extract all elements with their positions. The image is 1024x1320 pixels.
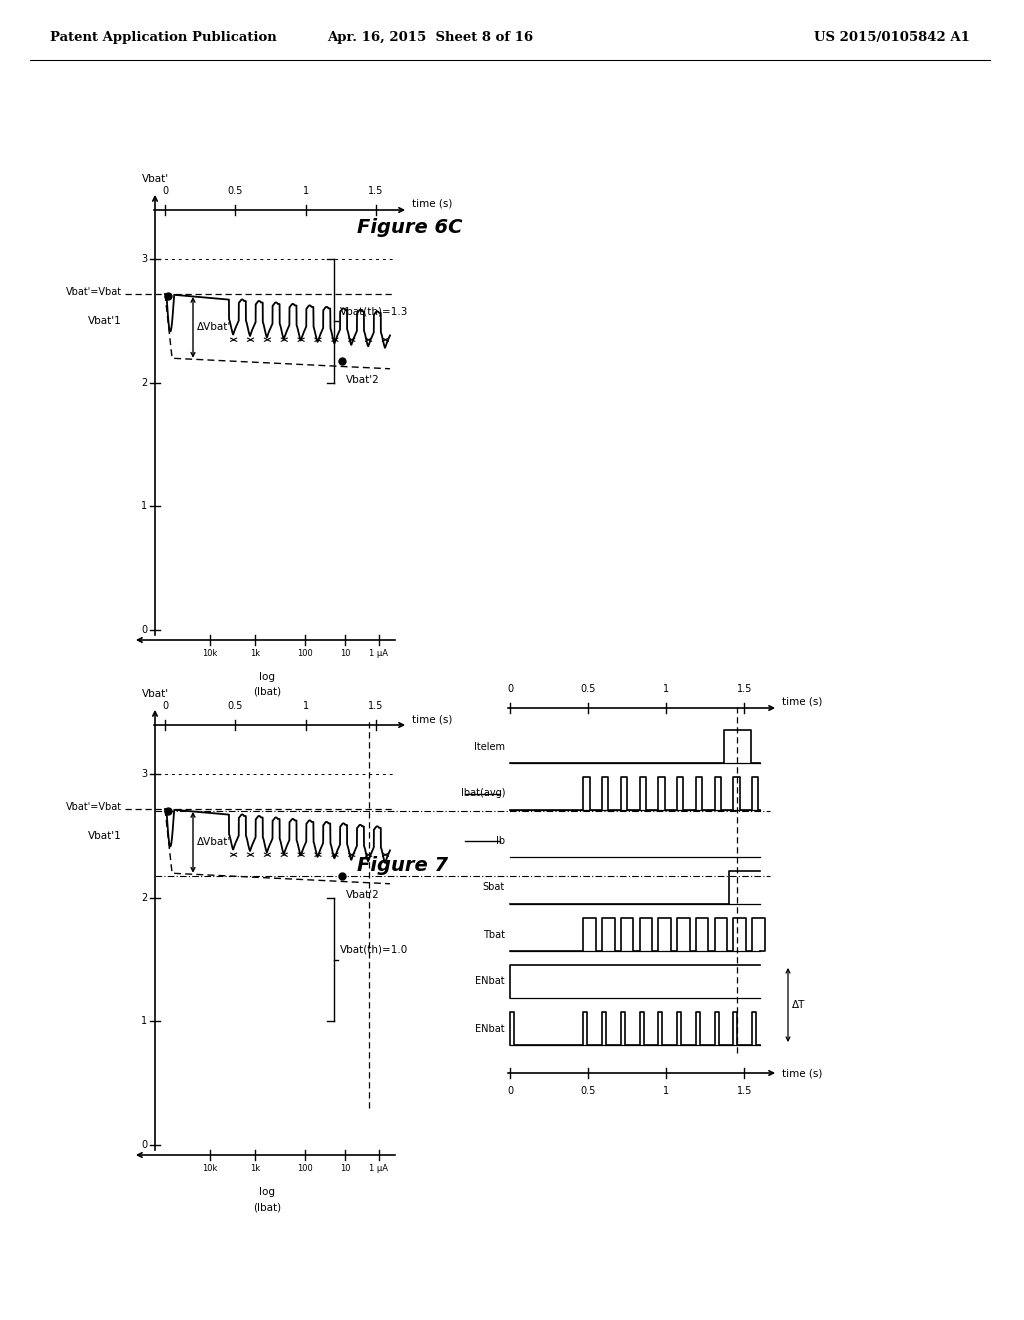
Text: Vbat(th)=1.0: Vbat(th)=1.0 (340, 945, 409, 954)
Text: 1: 1 (664, 1086, 670, 1096)
Text: Sbat: Sbat (482, 883, 505, 892)
Text: 10: 10 (340, 1164, 350, 1173)
Text: log: log (259, 1187, 275, 1197)
Text: 1.5: 1.5 (736, 1086, 752, 1096)
Text: 1k: 1k (250, 1164, 260, 1173)
Text: 1.5: 1.5 (369, 701, 384, 711)
Text: 10k: 10k (203, 1164, 218, 1173)
Text: time (s): time (s) (412, 199, 453, 209)
Text: Vbat'1: Vbat'1 (88, 317, 122, 326)
Text: Figure 7: Figure 7 (357, 857, 449, 875)
Text: 100: 100 (297, 649, 312, 657)
Text: 0: 0 (507, 1086, 513, 1096)
Text: 1k: 1k (250, 649, 260, 657)
Text: Vbat'2: Vbat'2 (346, 890, 380, 900)
Text: Tbat: Tbat (483, 929, 505, 940)
Text: 0: 0 (162, 186, 168, 195)
Text: 0.5: 0.5 (581, 1086, 596, 1096)
Text: US 2015/0105842 A1: US 2015/0105842 A1 (814, 30, 970, 44)
Text: 1: 1 (141, 1016, 147, 1027)
Text: time (s): time (s) (782, 697, 822, 708)
Text: log: log (259, 672, 275, 682)
Text: Ib: Ib (496, 836, 505, 846)
Text: 1 μA: 1 μA (370, 1164, 388, 1173)
Text: Itelem: Itelem (474, 742, 505, 751)
Text: 0: 0 (141, 1140, 147, 1150)
Text: 0: 0 (162, 701, 168, 711)
Text: 1.5: 1.5 (369, 186, 384, 195)
Text: Vbat': Vbat' (141, 174, 169, 183)
Text: (Ibat): (Ibat) (253, 1203, 282, 1212)
Text: 1: 1 (302, 186, 308, 195)
Text: 0: 0 (507, 684, 513, 694)
Text: 1.5: 1.5 (736, 684, 752, 694)
Text: 2: 2 (140, 892, 147, 903)
Text: 1: 1 (302, 701, 308, 711)
Text: 0.5: 0.5 (227, 701, 243, 711)
Text: Figure 6C: Figure 6C (357, 218, 463, 236)
Text: ΔT: ΔT (792, 1001, 805, 1010)
Text: 0: 0 (141, 624, 147, 635)
Text: Vbat(th)=1.3: Vbat(th)=1.3 (340, 306, 409, 317)
Text: 1 μA: 1 μA (370, 649, 388, 657)
Text: Patent Application Publication: Patent Application Publication (50, 30, 276, 44)
Text: 2: 2 (140, 378, 147, 388)
Text: ENbat: ENbat (475, 977, 505, 986)
Text: 3: 3 (141, 255, 147, 264)
Text: 100: 100 (297, 1164, 312, 1173)
Text: Vbat'2: Vbat'2 (346, 375, 380, 384)
Text: time (s): time (s) (412, 714, 453, 723)
Text: ΔVbat': ΔVbat' (197, 837, 231, 847)
Text: 1: 1 (664, 684, 670, 694)
Text: (Ibat): (Ibat) (253, 686, 282, 697)
Text: ENbat: ENbat (475, 1023, 505, 1034)
Text: ΔVbat': ΔVbat' (197, 322, 231, 333)
Text: 0.5: 0.5 (581, 684, 596, 694)
Text: 1: 1 (141, 502, 147, 511)
Text: 0.5: 0.5 (227, 186, 243, 195)
Text: Vbat'=Vbat: Vbat'=Vbat (66, 803, 122, 812)
Text: Apr. 16, 2015  Sheet 8 of 16: Apr. 16, 2015 Sheet 8 of 16 (327, 30, 534, 44)
Text: Vbat': Vbat' (141, 689, 169, 700)
Text: Vbat'1: Vbat'1 (88, 832, 122, 841)
Text: Ibat(avg): Ibat(avg) (461, 788, 505, 799)
Text: 10k: 10k (203, 649, 218, 657)
Text: 3: 3 (141, 770, 147, 779)
Text: time (s): time (s) (782, 1068, 822, 1078)
Text: 10: 10 (340, 649, 350, 657)
Text: Vbat'=Vbat: Vbat'=Vbat (66, 286, 122, 297)
